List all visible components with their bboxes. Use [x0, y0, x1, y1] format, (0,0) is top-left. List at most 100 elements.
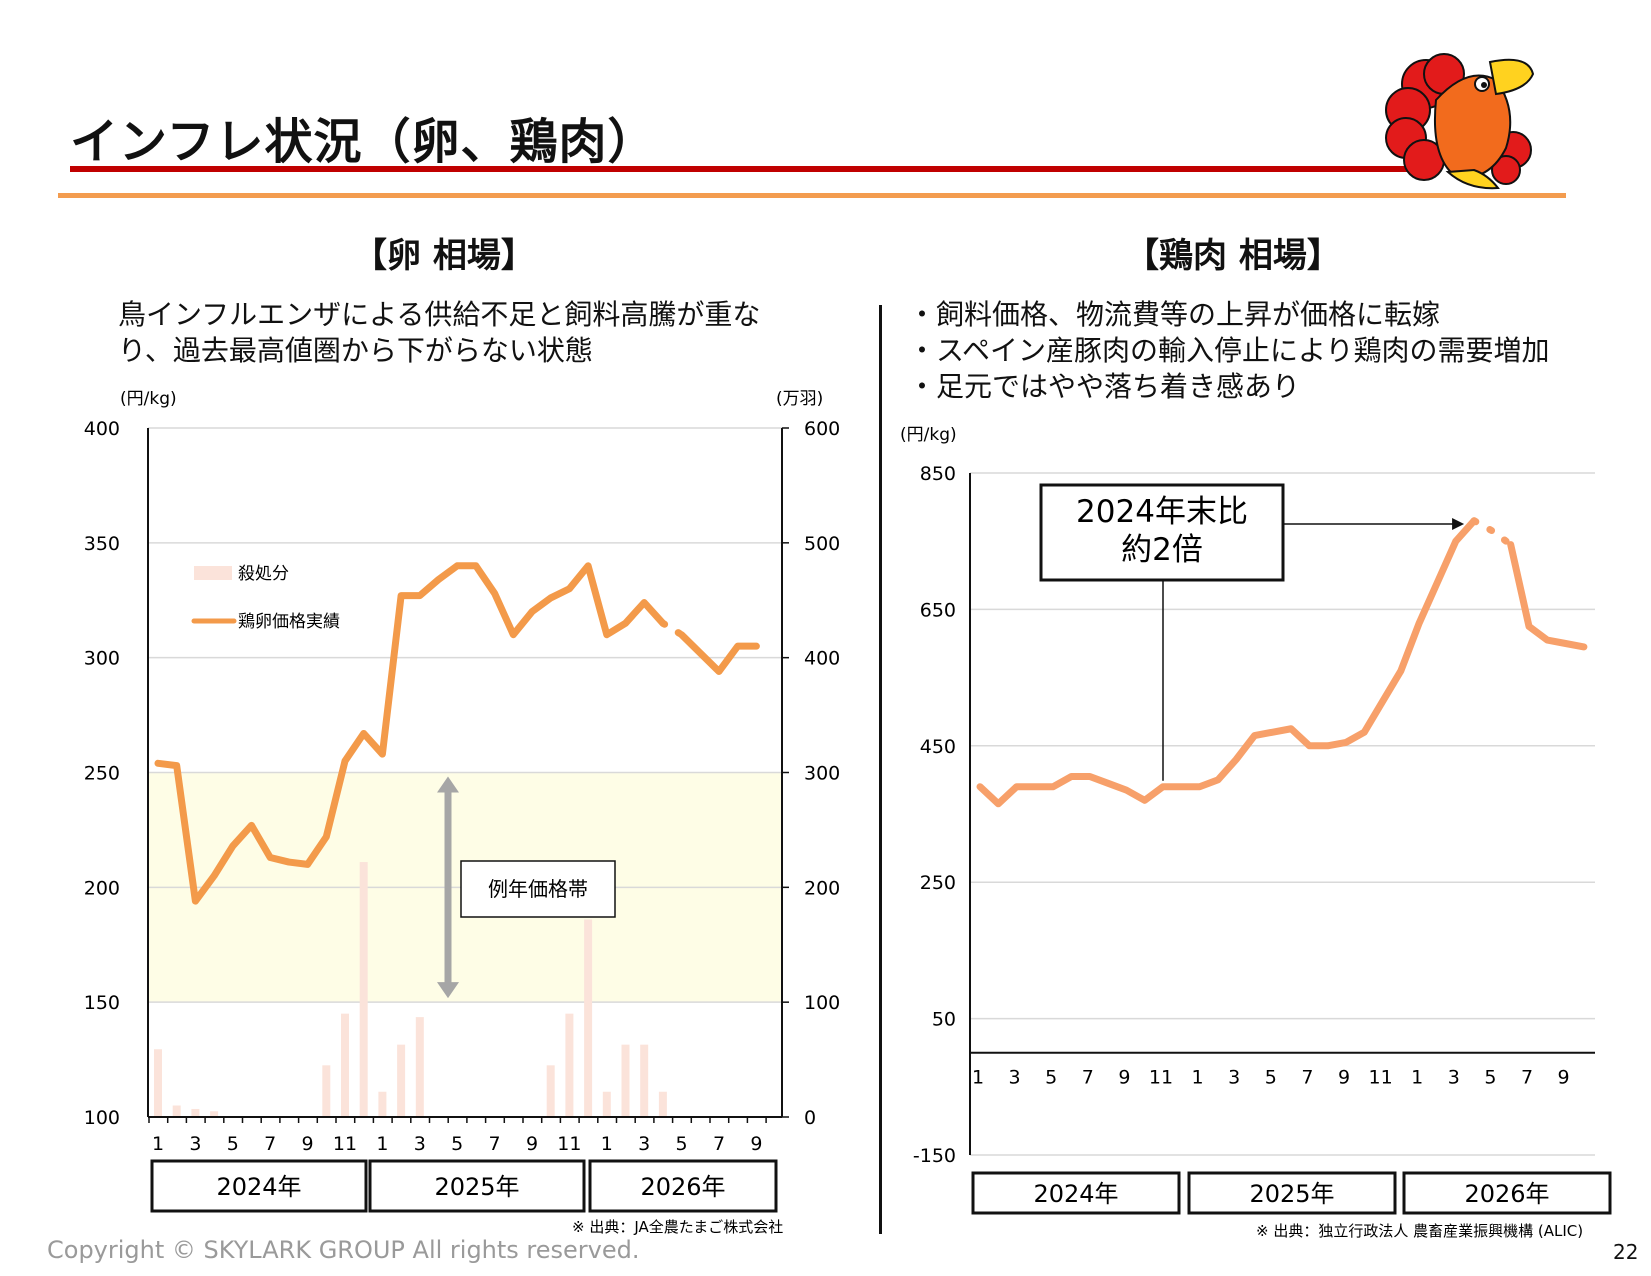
- chicken-x-tick-label: 1: [1411, 1067, 1423, 1089]
- mascot-beak: [1488, 58, 1535, 96]
- mascot-body: [1433, 74, 1512, 180]
- header-rule: [58, 193, 1566, 198]
- chicken-price-line: [1507, 541, 1588, 651]
- egg-x-tick-label: 7: [264, 1133, 276, 1155]
- egg-description-line-2: り、過去最高値圏から下がらない状態: [118, 334, 593, 367]
- egg-x-tick-label: 11: [333, 1133, 357, 1155]
- chicken-x-tick-label: 5: [1265, 1067, 1277, 1089]
- egg-x-tick-label: 5: [676, 1133, 688, 1155]
- chicken-y-tick-label: 450: [920, 736, 956, 758]
- mascot-comb: [1385, 53, 1465, 181]
- egg-y2-tick-label: 100: [804, 992, 840, 1014]
- egg-y2-tick-label: 300: [804, 763, 840, 785]
- egg-year-2024: 2024年: [216, 1173, 301, 1201]
- chicken-price-lines: [976, 517, 1588, 808]
- chicken-y-tick-label: 250: [920, 872, 956, 894]
- chicken-x-tick-label: 5: [1484, 1067, 1496, 1089]
- egg-y2-tick-label: 600: [804, 418, 840, 440]
- egg-cull-bar: [378, 1091, 387, 1117]
- mascot-chicken-image: [1385, 53, 1535, 190]
- chicken-price-line: [1470, 517, 1515, 549]
- egg-y2-tick-label: 500: [804, 533, 840, 555]
- band-label-box: [460, 860, 616, 918]
- egg-cull-bar: [584, 919, 593, 1117]
- egg-x-tick-label: 9: [526, 1133, 538, 1155]
- egg-y2-tick-label: 400: [804, 648, 840, 670]
- chicken-price-line: [976, 517, 1478, 808]
- mascot-feet: [1445, 168, 1500, 190]
- chicken-x-tick-label: 3: [1228, 1067, 1240, 1089]
- chicken-y-tick-label: 650: [920, 599, 956, 621]
- egg-section-heading: 【卵 相場】: [353, 236, 535, 276]
- egg-cull-bar: [322, 1065, 331, 1117]
- chicken-x-tick-label: 1: [972, 1067, 984, 1089]
- egg-x-tick-label: 3: [638, 1133, 650, 1155]
- egg-cull-bar: [621, 1044, 630, 1117]
- egg-cull-bar: [341, 1013, 349, 1117]
- egg-cull-bar: [658, 1091, 667, 1117]
- chicken-bullet-3: ・足元ではやや落ち着き感あり: [908, 370, 1301, 403]
- chicken-x-tick-label: 9: [1338, 1067, 1350, 1089]
- egg-year-boxes: 2024年 2025年 2026年: [150, 1159, 778, 1213]
- egg-price-line: [659, 619, 686, 639]
- chicken-year-2026: 2026年: [1464, 1180, 1549, 1208]
- chicken-year-2024: 2024年: [1033, 1180, 1118, 1208]
- mascot-wing: [1491, 131, 1532, 185]
- egg-right-unit: (万羽): [776, 389, 823, 409]
- egg-gridlines: [148, 427, 782, 1118]
- egg-y2-tick-label: 0: [804, 1107, 816, 1129]
- egg-x-tick-label: 9: [750, 1133, 762, 1155]
- egg-x-tick-label: 3: [414, 1133, 426, 1155]
- chicken-x-tick-label: 5: [1045, 1067, 1057, 1089]
- chicken-year-2025: 2025年: [1249, 1180, 1334, 1208]
- chicken-callout-line-1: 2024年末比: [1076, 494, 1248, 530]
- chicken-callout-pointers: [1162, 518, 1465, 781]
- band-label: 例年価格帯: [488, 877, 588, 901]
- egg-cull-bar: [640, 1044, 649, 1117]
- chicken-year-boxes: 2024年 2025年 2026年: [971, 1171, 1612, 1215]
- chicken-x-tick-label: 7: [1082, 1067, 1094, 1089]
- egg-y2-tick-label: 200: [804, 877, 840, 899]
- chicken-x-tick-label: 9: [1558, 1067, 1570, 1089]
- chicken-x-tick-label: 3: [1448, 1067, 1460, 1089]
- chicken-x-tick-label: 11: [1369, 1067, 1393, 1089]
- egg-x-tick-label: 7: [713, 1133, 725, 1155]
- egg-year-2025: 2025年: [434, 1173, 519, 1201]
- chicken-callout-line-2: 約2倍: [1121, 532, 1203, 568]
- chicken-x-tick-label: 11: [1149, 1067, 1173, 1089]
- section-divider: [879, 305, 882, 1234]
- egg-x-tick-label: 1: [376, 1133, 388, 1155]
- egg-y-tick-label: 300: [84, 648, 120, 670]
- egg-year-2026: 2026年: [640, 1173, 725, 1201]
- page-title: インフレ状況（卵、鶏肉）: [70, 114, 657, 170]
- chicken-x-tick-label: 3: [1009, 1067, 1021, 1089]
- chicken-axes: [969, 473, 1595, 1155]
- egg-cull-bar: [172, 1105, 181, 1117]
- chicken-bullet-2: ・スペイン産豚肉の輸入停止により鶏肉の需要増加: [908, 334, 1550, 367]
- egg-y-tick-label: 200: [84, 877, 120, 899]
- egg-x-tick-label: 7: [489, 1133, 501, 1155]
- chicken-x-tick-label: 1: [1192, 1067, 1204, 1089]
- egg-x-tick-label: 5: [451, 1133, 463, 1155]
- chicken-gridlines: [970, 472, 1595, 1156]
- egg-tick-labels: 100 0 150 100 200 200 250 300 300 400 350 500 400 600…: [84, 418, 840, 1155]
- egg-x-tick-label: 1: [152, 1133, 164, 1155]
- band-arrow: [437, 776, 459, 999]
- legend-bar-label: 殺処分: [238, 564, 289, 584]
- chicken-y-tick-label: 850: [920, 463, 956, 485]
- page-number: 22: [1613, 1240, 1639, 1264]
- egg-x-tick-label: 3: [189, 1133, 201, 1155]
- chicken-unit: (円/kg): [900, 425, 957, 445]
- egg-x-tick-label: 5: [227, 1133, 239, 1155]
- egg-price-line: [154, 562, 667, 905]
- egg-cull-bar: [602, 1091, 611, 1117]
- chicken-bullet-1: ・飼料価格、物流費等の上昇が価格に転嫁: [908, 298, 1441, 331]
- egg-y-tick-label: 250: [84, 763, 120, 785]
- egg-cull-bars: [154, 862, 667, 1117]
- egg-y-tick-label: 100: [84, 1107, 120, 1129]
- chicken-x-tick-label: 7: [1521, 1067, 1533, 1089]
- egg-description: 鳥インフルエンザによる供給不足と飼料高騰が重な り、過去最高値圏から下がらない状…: [118, 297, 760, 369]
- egg-x-tick-label: 9: [302, 1133, 314, 1155]
- egg-price-lines: [154, 562, 760, 905]
